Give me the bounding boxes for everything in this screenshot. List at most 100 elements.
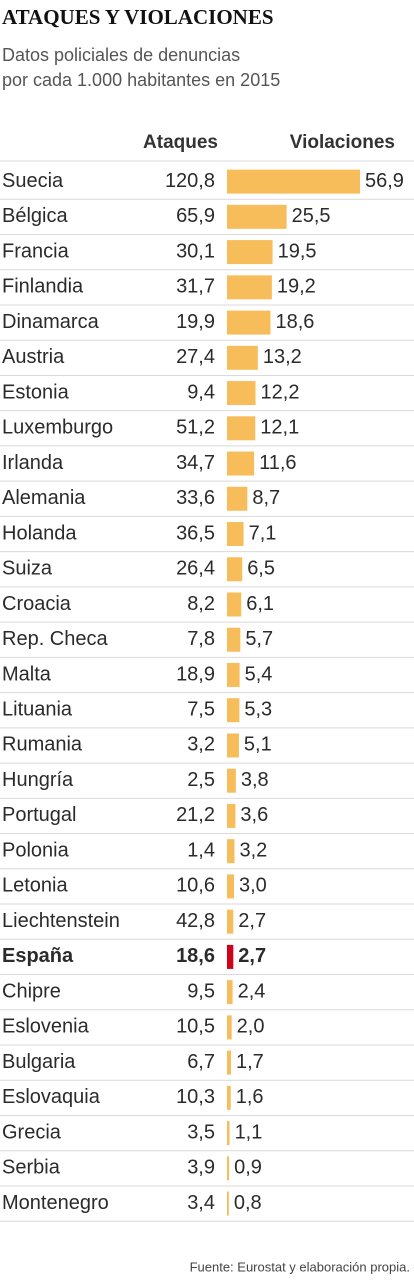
bar — [227, 557, 243, 582]
bar — [227, 310, 271, 335]
bar — [227, 768, 236, 793]
category-label: Malta — [2, 663, 52, 685]
bar — [227, 381, 256, 406]
bar — [227, 240, 273, 265]
value-label: 0,8 — [234, 1192, 262, 1214]
category-label: Holanda — [2, 522, 77, 544]
value-label: 2,0 — [237, 1016, 265, 1038]
bar — [227, 662, 240, 687]
value-label: 9,4 — [187, 381, 215, 403]
value-label: 8,2 — [187, 593, 215, 615]
category-label: Suecia — [2, 170, 64, 192]
value-label: 11,6 — [259, 452, 296, 474]
value-label: 30,1 — [176, 240, 215, 262]
value-label: 12,2 — [261, 381, 300, 403]
bar — [227, 204, 287, 229]
value-label: 51,2 — [176, 417, 215, 439]
category-label: Portugal — [2, 804, 77, 826]
category-label: Irlanda — [2, 452, 64, 474]
category-label: Polonia — [2, 839, 70, 861]
value-label: 18,6 — [275, 311, 314, 333]
value-label: 6,5 — [247, 558, 275, 580]
value-label: 2,7 — [238, 910, 266, 932]
value-label: 5,7 — [245, 628, 273, 650]
value-label: 21,2 — [176, 804, 215, 826]
value-label: 2,7 — [238, 945, 266, 967]
value-label: 7,8 — [187, 628, 215, 650]
value-label: 3,2 — [239, 839, 267, 861]
category-label: Alemania — [2, 487, 86, 509]
source: Fuente: Eurostat y elaboración propia. — [190, 1259, 410, 1274]
chart-title: ATAQUES Y VIOLACIONES — [2, 5, 274, 29]
category-label: Chipre — [2, 980, 61, 1002]
value-label: 3,6 — [240, 804, 268, 826]
value-label: 3,8 — [241, 769, 269, 791]
category-label: Hungría — [2, 769, 74, 791]
category-label: Serbia — [2, 1157, 61, 1179]
bar — [227, 275, 272, 300]
value-label: 5,4 — [245, 663, 273, 685]
value-label: 19,5 — [278, 240, 317, 262]
category-label: Finlandia — [2, 276, 84, 298]
subtitle: por cada 1.000 habitantes en 2015 — [2, 70, 280, 90]
value-label: 25,5 — [292, 205, 331, 227]
bar — [227, 909, 234, 934]
value-label: 9,5 — [187, 980, 215, 1002]
category-label: Rep. Checa — [2, 628, 108, 650]
value-label: 2,5 — [187, 769, 215, 791]
value-label: 1,6 — [236, 1086, 264, 1108]
value-label: 3,0 — [239, 875, 267, 897]
bar — [227, 1191, 229, 1216]
value-label: 1,1 — [235, 1121, 263, 1143]
value-label: 3,5 — [187, 1121, 215, 1143]
bar — [227, 345, 258, 370]
bar — [227, 1015, 232, 1040]
value-label: 10,3 — [176, 1086, 215, 1108]
value-label: 8,7 — [252, 487, 280, 509]
value-label: 12,1 — [260, 417, 299, 439]
category-label: Montenegro — [2, 1192, 109, 1214]
value-label: 3,9 — [187, 1157, 215, 1179]
column-header: Ataques — [143, 132, 218, 153]
value-label: 5,1 — [244, 734, 272, 756]
category-label: Bélgica — [2, 205, 68, 227]
bar — [227, 944, 234, 969]
category-label: Suiza — [2, 558, 53, 580]
value-label: 5,3 — [244, 699, 272, 721]
category-label: Grecia — [2, 1121, 62, 1143]
value-label: 19,9 — [176, 311, 215, 333]
value-label: 3,4 — [187, 1192, 215, 1214]
bar — [227, 839, 235, 864]
value-label: 6,7 — [187, 1051, 215, 1073]
value-label: 27,4 — [176, 346, 215, 368]
value-label: 42,8 — [176, 910, 215, 932]
bar — [227, 1085, 231, 1110]
value-label: 33,6 — [176, 487, 215, 509]
bar — [227, 698, 240, 723]
value-label: 13,2 — [263, 346, 302, 368]
bar — [227, 1156, 230, 1181]
value-label: 1,4 — [187, 839, 215, 861]
value-label: 18,9 — [176, 663, 215, 685]
value-label: 120,8 — [165, 170, 215, 192]
category-label: Rumania — [2, 734, 83, 756]
bar — [227, 169, 360, 194]
value-label: 6,1 — [246, 593, 274, 615]
category-label: Francia — [2, 240, 70, 262]
bar — [227, 803, 236, 828]
bar — [227, 451, 255, 476]
value-label: 0,9 — [234, 1157, 262, 1179]
value-label: 36,5 — [176, 522, 215, 544]
value-label: 26,4 — [176, 558, 215, 580]
value-label: 2,4 — [238, 980, 266, 1002]
value-label: 1,7 — [236, 1051, 264, 1073]
category-label: Croacia — [2, 593, 72, 615]
value-label: 3,2 — [187, 734, 215, 756]
bar — [227, 416, 256, 441]
category-label: Estonia — [2, 381, 70, 403]
column-header: Violaciones — [290, 132, 395, 153]
bar — [227, 1050, 231, 1075]
value-label: 18,6 — [176, 945, 215, 967]
category-label: Dinamarca — [2, 311, 100, 333]
